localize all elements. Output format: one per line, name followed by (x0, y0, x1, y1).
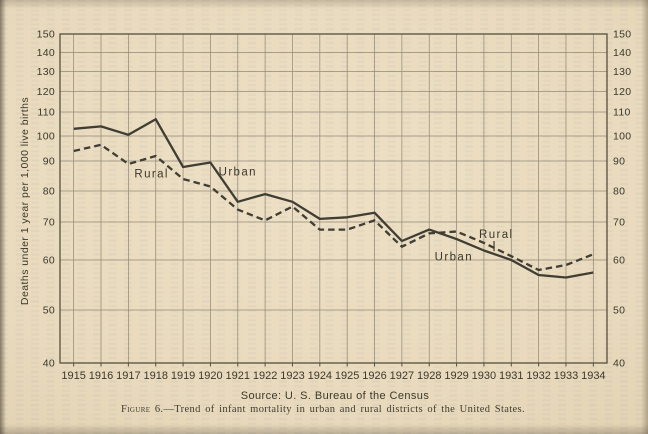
y-tick-label-left: 90 (43, 156, 55, 168)
y-tick-label-left: 110 (37, 107, 55, 119)
rural-line (73, 143, 594, 272)
y-tick-label-left: 70 (43, 217, 55, 229)
year-label: 1932 (526, 370, 550, 382)
y-tick-label-left: 130 (37, 66, 55, 78)
y-tick-label-right: 80 (613, 186, 625, 198)
y-tick-label-left: 140 (37, 47, 55, 59)
y-tick-label-right: 40 (613, 358, 625, 370)
rural-label-right: Rural (479, 229, 513, 241)
urban-label-right: Urban (435, 252, 473, 264)
year-label: 1926 (362, 370, 386, 382)
urban-label-left: Urban (219, 167, 257, 179)
year-label: 1927 (390, 370, 414, 382)
y-tick-label-right: 60 (613, 255, 625, 267)
rural-label-left: Rural (134, 169, 168, 181)
year-label: 1930 (472, 370, 496, 382)
year-label: 1922 (253, 370, 277, 382)
plot-frame (59, 33, 608, 364)
year-label: 1931 (499, 370, 523, 382)
year-label: 1916 (89, 370, 113, 382)
urban-line (73, 118, 594, 279)
y-tick-label-left: 150 (37, 29, 55, 41)
y-tick-label-right: 120 (613, 86, 631, 98)
gridlines (60, 34, 607, 363)
year-label: 1933 (554, 370, 578, 382)
y-tick-label-right: 130 (613, 66, 631, 78)
year-label: 1925 (335, 370, 359, 382)
year-label: 1929 (444, 370, 468, 382)
y-tick-label-right: 150 (613, 29, 631, 41)
year-label: 1920 (198, 370, 222, 382)
y-tick-label-right: 140 (613, 47, 631, 59)
year-label: 1915 (61, 370, 85, 382)
y-tick-label-right: 50 (613, 305, 625, 317)
y-tick-label-left: 50 (43, 305, 55, 317)
year-label: 1923 (280, 370, 304, 382)
y-tick-label-left: 100 (37, 131, 55, 143)
year-label: 1924 (308, 370, 332, 382)
source-caption: Source: U. S. Bureau of the Census (240, 390, 430, 402)
year-label: 1928 (417, 370, 441, 382)
figure-caption: Figure 6.—Trend of infant mortality in u… (121, 404, 525, 415)
y-tick-label-right: 70 (613, 217, 625, 229)
figure-caption-label: Figure 6. (121, 404, 164, 415)
y-tick-label-left: 120 (37, 86, 55, 98)
year-label: 1919 (171, 370, 195, 382)
year-label: 1918 (143, 370, 167, 382)
y-tick-label-right: 110 (613, 107, 631, 119)
y-tick-label-right: 100 (613, 131, 631, 143)
y-tick-label-right: 90 (613, 156, 625, 168)
x-axis-labels: 1915 1916 1917 1918 1919 1920 1921 1922 1923 1924… (61, 370, 605, 382)
y-axis-labels: 150 150 140 140 130 130 120 120 110 110 100 100 90 90… (37, 29, 632, 370)
year-label: 1917 (116, 370, 140, 382)
y-tick-label-left: 80 (43, 186, 55, 198)
y-axis-title: Deaths under 1 year per 1,000 live birth… (19, 96, 31, 306)
y-tick-label-left: 60 (43, 255, 55, 267)
y-tick-label-left: 40 (43, 358, 55, 370)
year-label: 1921 (226, 370, 250, 382)
figure-caption-text: —Trend of infant mortality in urban and … (163, 404, 525, 415)
year-label: 1934 (581, 370, 605, 382)
